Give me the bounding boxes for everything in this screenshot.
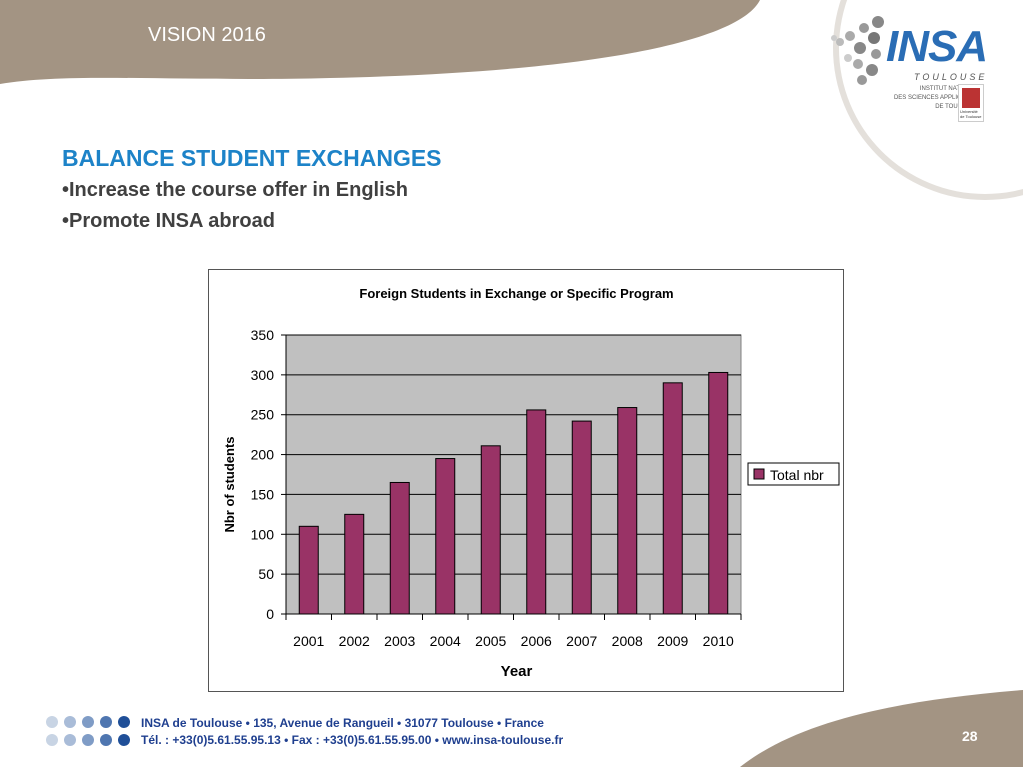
x-tick-label-2004: 2004 (430, 633, 461, 649)
page-number: 28 (962, 728, 978, 744)
university-mark-icon (962, 88, 980, 108)
bar-2008 (617, 407, 638, 615)
logo-line-3: DE TOULOUSE (935, 104, 978, 110)
slide-heading: BALANCE STUDENT EXCHANGES (62, 145, 442, 171)
y-tick-label-5: 250 (251, 407, 275, 423)
footer-contact: Tél. : +33(0)5.61.55.95.13 • Fax : +33(0… (141, 733, 564, 747)
x-tick-label-2001: 2001 (293, 633, 324, 649)
footer-address: INSA de Toulouse • 135, Avenue de Rangue… (141, 716, 544, 730)
legend-label: Total nbr (770, 467, 824, 483)
legend-swatch (753, 468, 765, 480)
bar-2001 (298, 525, 319, 615)
bar-2002 (344, 513, 365, 615)
x-tick-label-2006: 2006 (521, 633, 552, 649)
x-tick-label-2003: 2003 (384, 633, 415, 649)
legend-box (747, 462, 840, 486)
bullet-2: •Promote INSA abroad (62, 210, 275, 232)
x-tick-label-2005: 2005 (475, 633, 506, 649)
x-axis-label: Year (501, 663, 533, 680)
bar-2006 (526, 409, 547, 615)
bar-2004 (435, 458, 456, 615)
y-tick-label-7: 350 (251, 327, 275, 343)
x-tick-label-2010: 2010 (703, 633, 734, 649)
y-tick-label-0: 0 (266, 606, 274, 622)
bar-2010 (708, 371, 729, 615)
bar-2005 (480, 445, 501, 615)
logo-wordmark: INSA (886, 22, 988, 71)
chart-container: Foreign Students in Exchange or Specific… (208, 269, 844, 692)
bullet-1: •Increase the course offer in English (62, 179, 408, 201)
logo-dots-icon (831, 16, 884, 85)
y-tick-label-2: 100 (251, 526, 275, 542)
x-tick-label-2007: 2007 (566, 633, 597, 649)
x-tick-label-2008: 2008 (612, 633, 643, 649)
logo-line-1: INSTITUT NATIONAL (919, 86, 978, 92)
logo-city: TOULOUSE (914, 72, 988, 82)
y-tick-label-4: 200 (251, 447, 275, 463)
bar-2009 (662, 382, 683, 615)
x-tick-label-2002: 2002 (339, 633, 370, 649)
bar-chart: Foreign Students in Exchange or Specific… (222, 286, 840, 680)
university-label: Université de Toulouse (960, 109, 982, 119)
logo-line-2: DES SCIENCES APPLIQUÉES (893, 95, 978, 101)
y-tick-label-1: 50 (258, 566, 274, 582)
bar-2007 (571, 420, 592, 615)
header-title: VISION 2016 (148, 24, 266, 46)
insa-logo: INSA TOULOUSE INSTITUT NATIONAL DES SCIE… (828, 14, 998, 124)
x-tick-label-2009: 2009 (657, 633, 688, 649)
y-tick-label-3: 150 (251, 486, 275, 502)
y-tick-label-6: 300 (251, 367, 275, 383)
y-axis-label: Nbr of students (222, 436, 237, 532)
footer-dots-icon (46, 716, 130, 746)
bar-2003 (389, 481, 410, 615)
chart-title: Foreign Students in Exchange or Specific… (359, 286, 673, 301)
university-logo: Université de Toulouse (958, 84, 984, 122)
